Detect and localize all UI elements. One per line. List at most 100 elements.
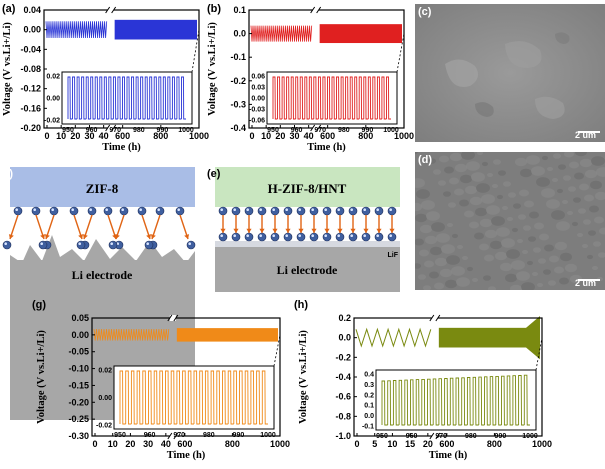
substrate-label-e: Li electrode [277,263,338,277]
inset-connector-b [396,33,405,73]
ion-flux-arrow-e [350,215,356,233]
y-axis-label-h: Voltage (V vs.Li+/Li) [298,330,309,424]
sem-grain-d [496,227,510,237]
li-ion-body [175,206,185,216]
arrow-head [114,234,120,239]
sem-grain-d [544,244,554,252]
li-ion-highlight [246,208,249,211]
sem-grain-d [467,266,473,272]
sem-grain-d [472,277,478,283]
sem-grain-d [516,271,530,281]
sem-grain-d [424,260,434,268]
sem-grain-d [426,211,440,221]
li-ion-e [322,206,332,216]
li-ion-highlight [376,208,379,211]
li-ion-highlight [324,208,327,211]
axis-break-top-b-g [173,314,179,322]
sem-grain-d [487,172,493,178]
arrow-head [44,234,50,239]
plot-frame-g [91,317,281,437]
inset-y-tick-label-g: 0.02 [98,368,112,375]
li-ion-body [322,232,332,242]
sem-grain-d [448,202,456,208]
sem-grain-d [482,161,488,167]
axis-break-top-a-b [310,6,316,14]
x-axis-label-h: Time (h) [429,450,468,461]
li-ion-f [119,206,129,216]
li-ion-f [144,240,154,250]
arrow-head [246,228,252,233]
sem-grain-d [452,233,458,239]
sem-grain-d [501,238,515,248]
sem-grain-d [599,227,605,235]
sem-grain-d [415,213,427,223]
y-tick-label-b: -0.4 [230,123,246,133]
sem-grain-d [441,244,455,254]
sem-grain-d [492,183,498,189]
sem-grain-d [567,210,573,216]
inset-connector-g [273,334,281,367]
li-ion-f [155,206,165,216]
sem-grain-d [574,172,584,180]
x-tick-label-b: 20 [275,131,285,141]
li-ion-f [69,206,79,216]
arrow-head [337,228,343,233]
inset-x-tick-label-a: 990 [157,127,169,134]
x-tick-label-b: 40 [304,131,314,141]
x-tick-label-g: 40 [161,439,171,449]
ion-flux-arrow-f [8,214,19,240]
sem-grain-d [594,216,604,224]
sem-grain-d [469,221,479,229]
inset-x-tick-label-h: 980 [465,433,477,440]
series-line-left-h [355,327,432,348]
sem-grain-d [450,152,462,162]
li-ion-f [175,206,185,216]
sem-grain-d [562,199,568,205]
sem-grain-d [451,266,465,276]
series-line-left-a [45,21,108,39]
li-ion-f [13,206,23,216]
sem-grain-d [464,210,474,218]
x-tick-label-g: 1000 [270,439,290,449]
y-tick-label-h: -0.6 [335,392,351,402]
y-axis-label-b: Voltage (V vs.Li+/Li) [207,22,218,116]
sem-grain-d [493,159,501,165]
arrow-head [150,234,156,239]
arrow-head [363,228,369,233]
sem-grain-d [512,227,518,233]
li-ion-body [296,206,306,216]
arrow-head [233,228,239,233]
x-tick-label-h: 0 [354,439,359,449]
sem-grain-d [584,194,594,202]
sem-grain-d [428,158,436,164]
axis-break-gap-bottom-a [107,125,114,131]
sem-grain-d [477,152,483,156]
sem-grain-d [421,200,435,210]
y-tick-label-a: -0.12 [20,84,41,94]
y-tick-label-b: 0.0 [233,29,246,39]
sem-grain-d [481,194,495,204]
inset-x-tick-label-a: 950 [62,127,74,134]
li-ion-highlight [177,208,180,211]
arrow-head [389,228,395,233]
sem-grain-d [497,194,503,200]
li-electrode-e [215,247,400,292]
sem-grain-d [435,257,447,267]
li-ion-e [231,232,241,242]
ion-flux-arrow-e [298,215,304,233]
sem-grain-d [465,185,477,195]
sem-grain-d [518,214,526,220]
x-tick-label-h: 20 [423,439,433,449]
ion-flux-arrow-e [311,215,317,233]
li-ion-highlight [311,234,314,237]
axis-break-gap-bottom-g [169,433,176,439]
x-tick-label-g: 30 [143,439,153,449]
sem-grain-d [513,203,521,209]
sem-grain-d [532,271,538,277]
axis-break-bottom-b-g [173,432,179,440]
li-ion-body [155,206,165,216]
x-tick-label-b: 30 [289,131,299,141]
li-ion-f [137,206,147,216]
x-tick-label-a: 800 [153,131,168,141]
ion-flux-arrow-f [179,214,190,240]
